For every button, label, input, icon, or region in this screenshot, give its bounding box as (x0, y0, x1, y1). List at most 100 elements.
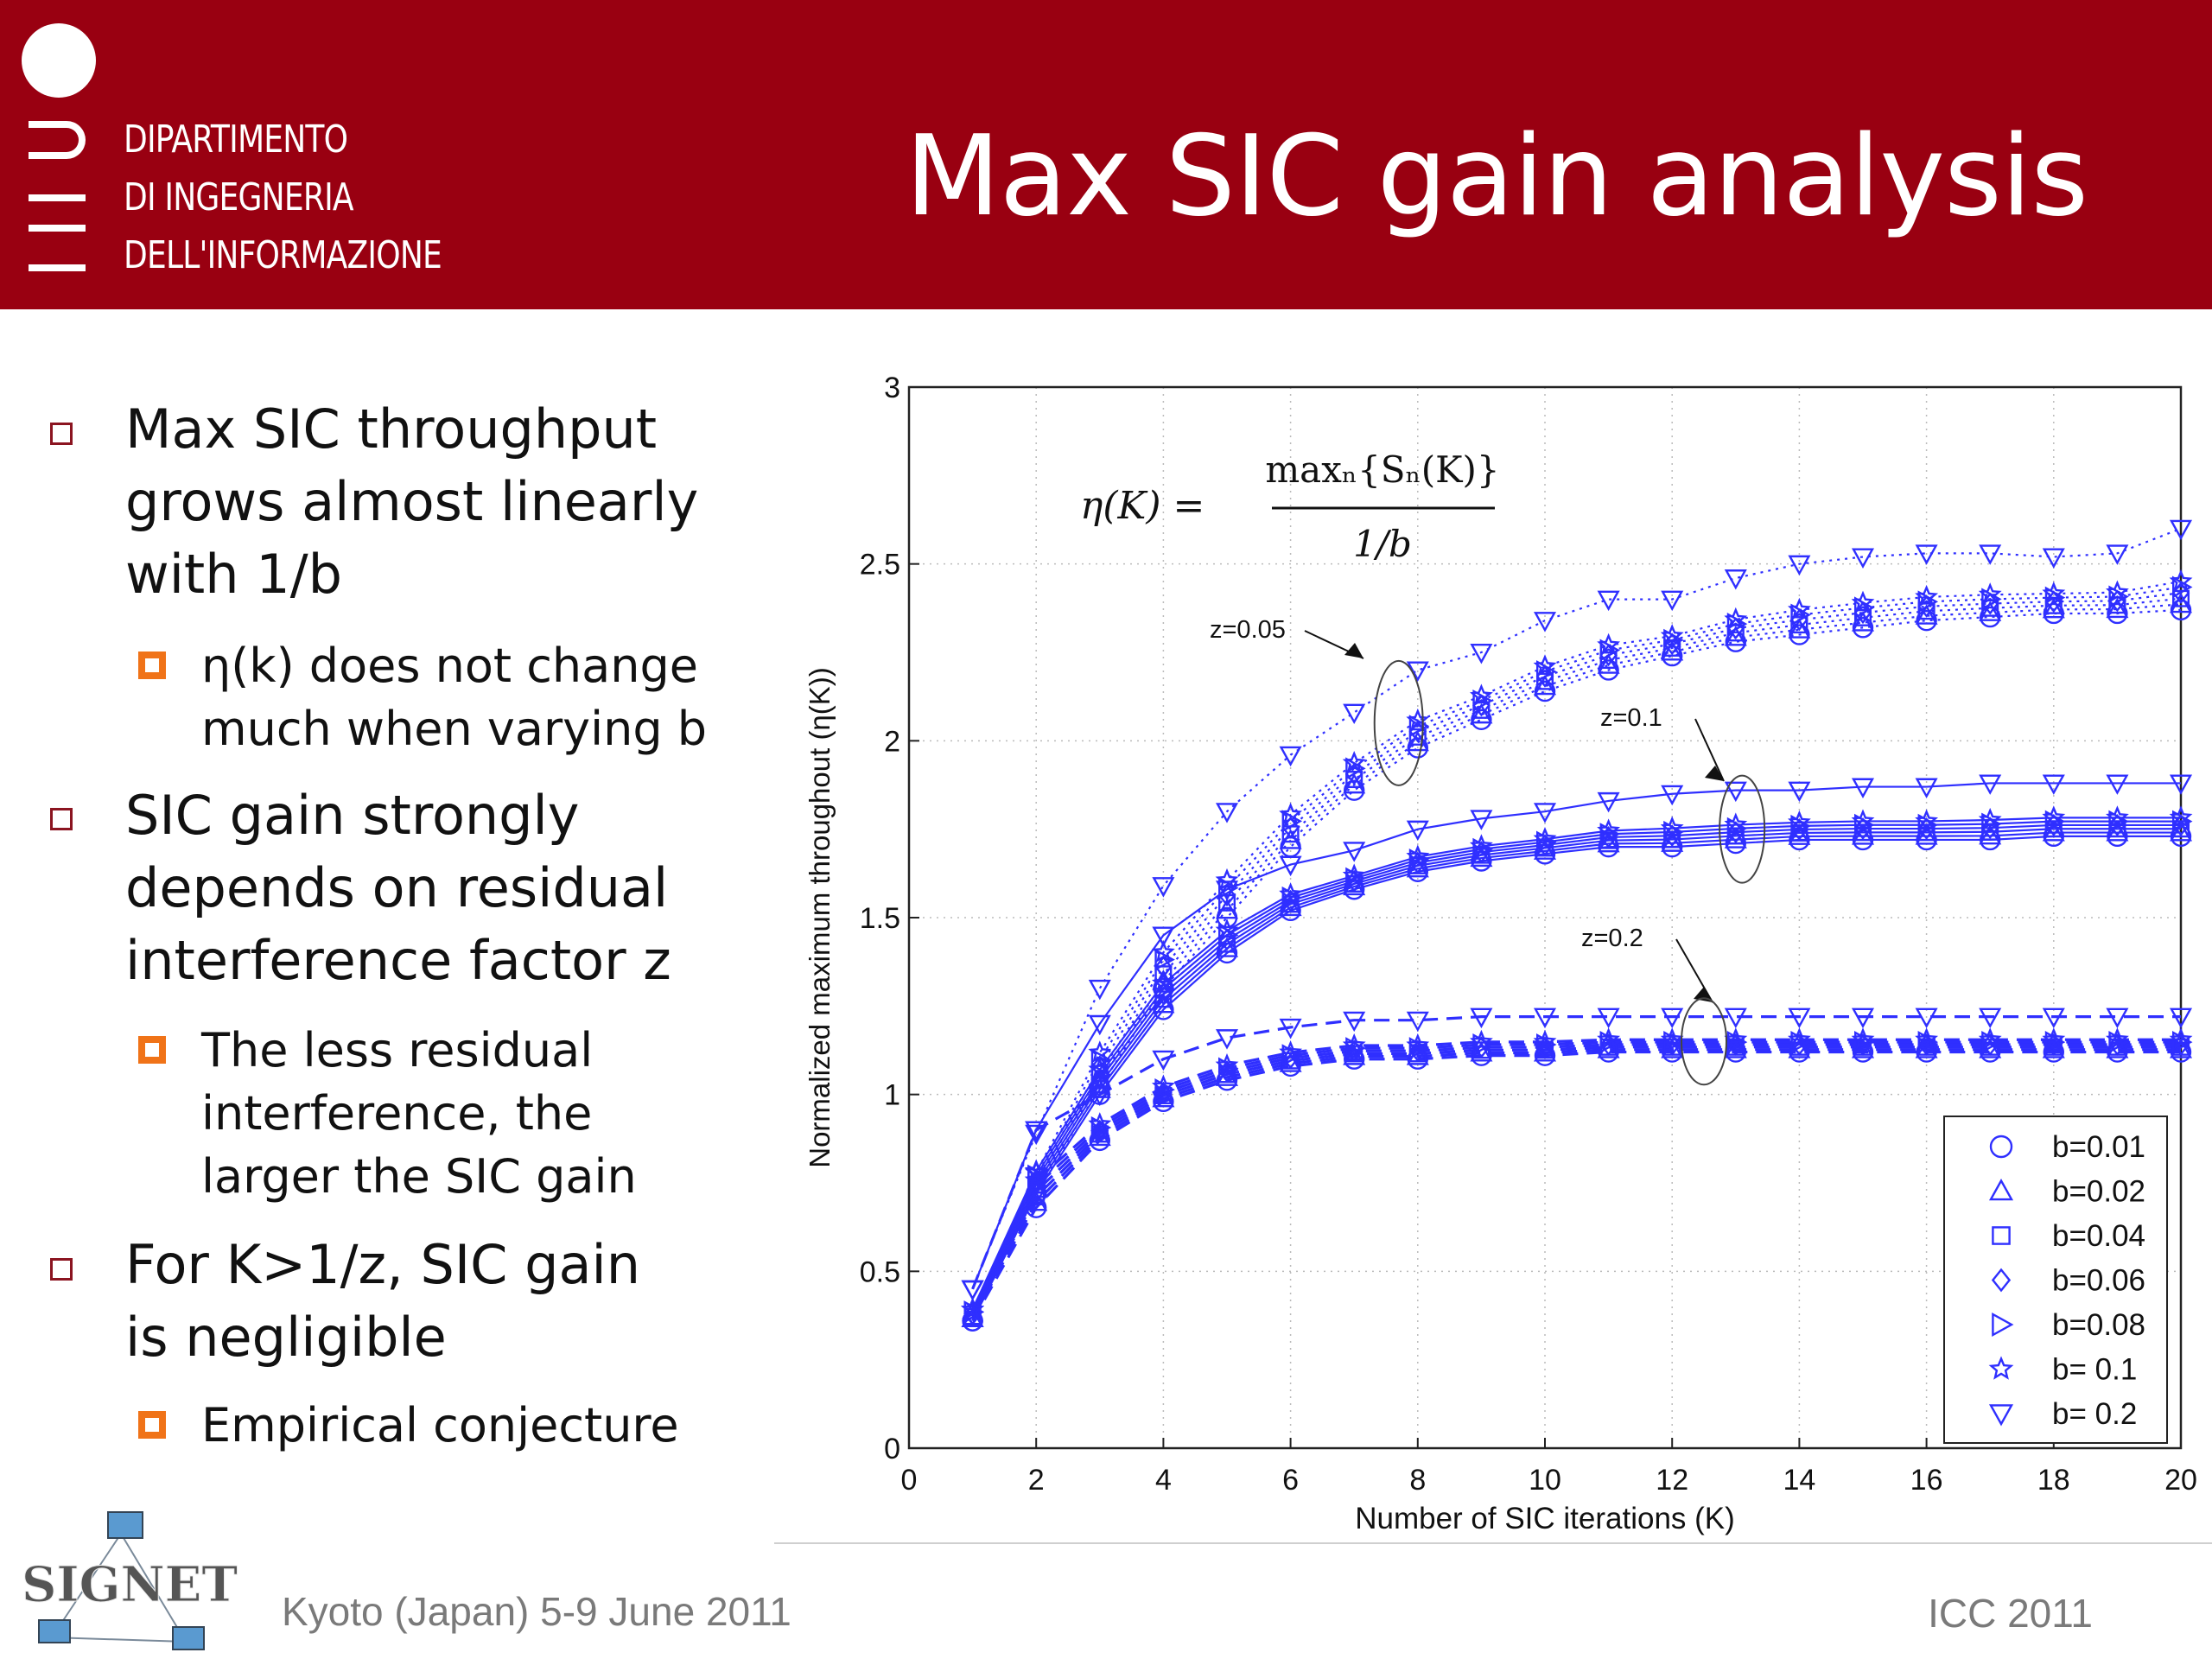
marker-triangle-right (1472, 837, 1493, 861)
series-line (971, 1040, 2181, 1313)
marker-circle (1598, 659, 1619, 681)
marker-triangle-right (2171, 810, 2193, 833)
marker-triangle-down (1215, 1029, 1239, 1050)
x-tick-label: 10 (1529, 1464, 1561, 1497)
marker-star (2105, 805, 2129, 828)
footer-conference: ICC 2011 (1928, 1591, 2093, 1636)
marker-triangle-right (1345, 1037, 1366, 1060)
footer-divider (774, 1542, 2212, 1544)
marker-star (1215, 918, 1239, 941)
bullet-1: Max SIC throughput grows almost linearly… (125, 397, 699, 606)
marker-star (1787, 597, 1811, 620)
series-line (971, 817, 2181, 1311)
marker-triangle-down (1979, 544, 2002, 565)
marker-triangle-down (1661, 590, 1684, 612)
formula-denominator: 1/b (1353, 523, 1412, 565)
marker-triangle-right (2044, 586, 2066, 609)
marker-star (1342, 863, 1366, 886)
marker-star (1533, 654, 1557, 677)
bullet-square-icon (50, 808, 73, 830)
marker-triangle-up (1851, 611, 1875, 632)
marker-star (1724, 812, 1748, 835)
marker-star (2042, 1027, 2066, 1050)
y-tick-label: 0.5 (860, 1255, 900, 1288)
marker-triangle-up (1661, 640, 1684, 661)
marker-triangle-right (1790, 1031, 1811, 1054)
x-tick-label: 0 (901, 1464, 918, 1497)
x-tick-label: 16 (1910, 1464, 1943, 1497)
marker-triangle-down (1215, 803, 1239, 823)
marker-triangle-up (1470, 702, 1493, 724)
marker-star (1851, 809, 1875, 831)
marker-circle (2170, 1041, 2192, 1063)
marker-star (1533, 827, 1557, 849)
marker-triangle-right (1408, 1037, 1430, 1060)
x-tick-label: 8 (1409, 1464, 1426, 1497)
series-line (971, 823, 2181, 1315)
marker-star (1469, 834, 1493, 856)
marker-triangle-right (1472, 689, 1493, 713)
marker-square (1408, 728, 1427, 746)
marker-square (1218, 893, 1236, 912)
legend-label: b=0.06 (2052, 1264, 2145, 1298)
marker-triangle-down (2169, 774, 2193, 795)
marker-star (1915, 809, 1939, 831)
marker-triangle-up (2042, 597, 2065, 619)
marker-triangle-down (1406, 820, 1429, 842)
marker-triangle-right (2108, 1031, 2129, 1054)
marker-triangle-up (1533, 674, 1557, 696)
marker-triangle-right (1726, 1031, 1748, 1054)
marker-square (1992, 1226, 2011, 1245)
x-tick-label: 12 (1656, 1464, 1688, 1497)
legend-label: b= 0.1 (2052, 1353, 2137, 1387)
marker-triangle-right (1981, 1031, 2002, 1054)
series-line (971, 1015, 2181, 1290)
marker-triangle-up (2042, 821, 2065, 842)
marker-triangle-up (1979, 601, 2002, 621)
marker-triangle-down (1979, 774, 2002, 795)
marker-star (1915, 1027, 1939, 1050)
x-tick-label: 20 (2164, 1464, 2197, 1497)
marker-triangle-right (1726, 613, 1748, 636)
marker-star (1915, 584, 1939, 607)
marker-triangle-down (1661, 1007, 1684, 1029)
x-tick-label: 2 (1028, 1464, 1045, 1497)
series-line (971, 1046, 2181, 1318)
marker-triangle-up (2106, 597, 2129, 619)
series-line (971, 586, 2182, 1313)
marker-triangle-down (1088, 1085, 1111, 1107)
annotation-arrowhead (1344, 643, 1363, 658)
marker-circle (1789, 1041, 1810, 1063)
marker-triangle-right (1853, 1031, 1875, 1054)
marker-triangle-down (1988, 1404, 2014, 1427)
marker-star (2042, 581, 2066, 604)
marker-star (1597, 818, 1621, 841)
marker-triangle-right (1281, 886, 1303, 909)
dept-line-1: DIPARTIMENTO (124, 118, 348, 162)
marker-triangle-up (1343, 772, 1366, 794)
marker-triangle-right (1790, 814, 1811, 837)
y-tick-label: 2 (884, 725, 900, 758)
series-line (971, 603, 2182, 1319)
marker-star (1406, 1033, 1430, 1056)
marker-square (1345, 771, 1363, 789)
series-line (971, 831, 2181, 1319)
logo-bar (29, 264, 86, 271)
marker-square (2171, 589, 2190, 607)
logo-dot (22, 23, 96, 98)
marker-triangle-right (2044, 1031, 2066, 1054)
marker-star (1469, 1029, 1493, 1052)
legend-label: b=0.08 (2052, 1308, 2145, 1342)
marker-star (1406, 708, 1430, 731)
marker-star (1342, 1033, 1366, 1056)
marker-triangle-right (1599, 1031, 1621, 1054)
dept-line-3: DELL'INFORMAZIONE (124, 233, 442, 277)
marker-circle (1979, 1041, 2001, 1063)
marker-star (1597, 1027, 1621, 1050)
marker-star (1151, 1074, 1175, 1097)
marker-triangle-down (2169, 1007, 2193, 1029)
annotation-label: z=0.2 (1581, 925, 1643, 952)
signet-logo-text: SIGNET (22, 1556, 238, 1613)
marker-star (1215, 868, 1239, 891)
series-line (971, 1043, 2181, 1315)
